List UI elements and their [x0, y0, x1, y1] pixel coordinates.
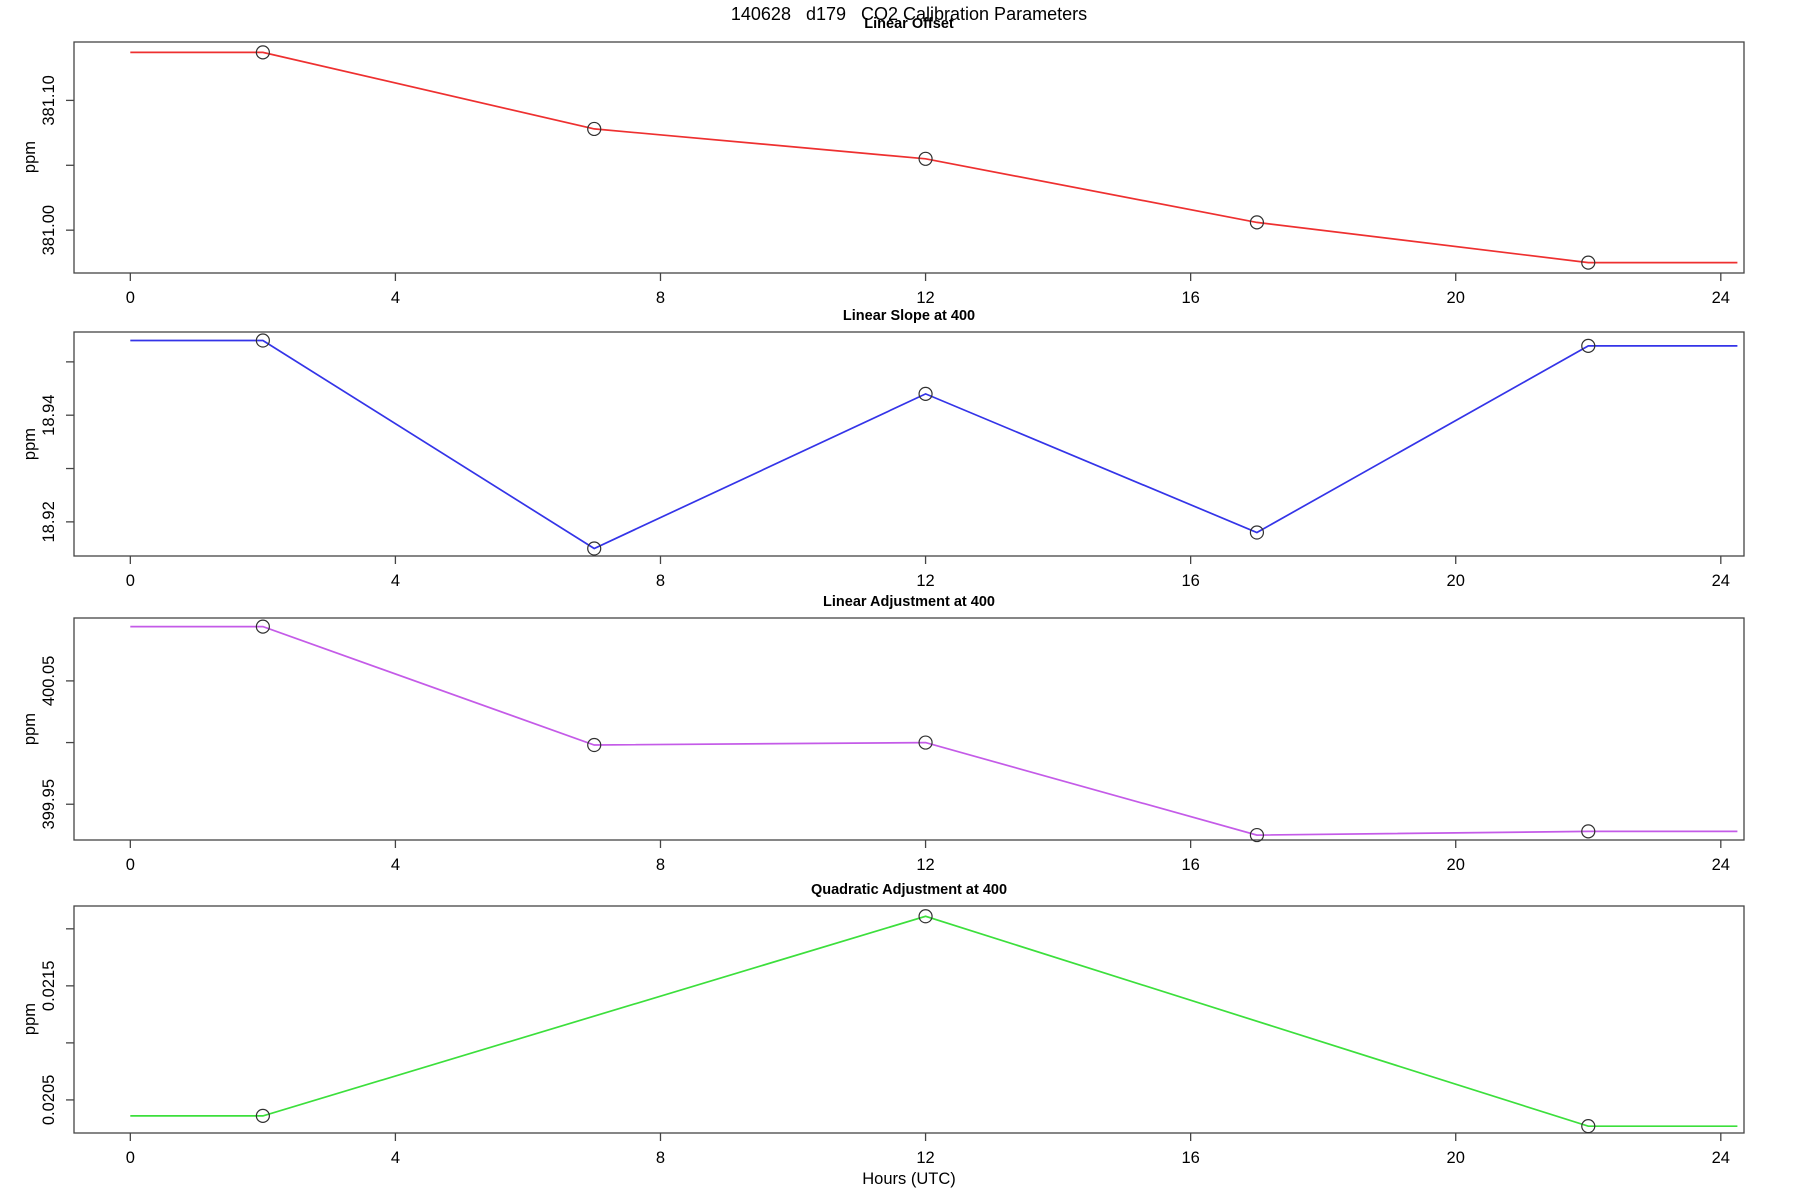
data-point-marker	[1249, 525, 1265, 540]
x-tick-label: 4	[391, 1149, 400, 1167]
x-tick-label: 20	[1447, 289, 1465, 307]
panel-1: 0 4 8 12 16 20 24 381.00 381.10	[40, 41, 1745, 307]
data-point-marker	[1249, 215, 1265, 230]
data-point-marker	[587, 541, 602, 556]
x-tick-label: 8	[656, 572, 665, 590]
x-tick-label: 12	[916, 572, 934, 590]
data-point-marker	[918, 909, 933, 924]
data-line	[130, 51, 1738, 264]
data-point-marker	[587, 737, 602, 753]
data-point-marker	[1581, 824, 1596, 839]
data-point-marker	[1249, 827, 1265, 843]
x-tick-label: 0	[126, 1149, 135, 1167]
data-point-marker	[255, 45, 270, 60]
data-point-marker	[1581, 338, 1596, 353]
x-tick-label: 16	[1181, 856, 1199, 874]
x-tick-label: 8	[656, 856, 665, 874]
panel-border	[73, 617, 1745, 841]
x-tick-label: 24	[1712, 289, 1730, 307]
panel-title-linear-slope: Linear Slope at 400	[842, 308, 976, 324]
x-tick-label: 8	[656, 289, 665, 307]
panel-3: 0 4 8 12 16 20 24 399.95 400.05	[40, 617, 1745, 874]
x-tick-label: 24	[1712, 856, 1730, 874]
panel-title-linear-adjustment: Linear Adjustment at 400	[823, 594, 995, 610]
data-point-marker	[255, 333, 270, 348]
panel-4: 0 4 8 12 16 20 24 0.0205 0.0215	[40, 905, 1745, 1167]
data-point-marker	[918, 151, 933, 166]
x-tick-label: 16	[1181, 289, 1199, 307]
x-tick-label: 20	[1447, 572, 1465, 590]
x-tick-label: 0	[126, 856, 135, 874]
x-tick-label: 16	[1181, 1149, 1199, 1167]
x-tick-label: 12	[916, 289, 934, 307]
x-tick-label: 24	[1712, 1149, 1730, 1167]
x-tick-label: 12	[916, 1149, 934, 1167]
chart-main-title: 140628 d179 CO2 Calibration Parameters	[730, 4, 1088, 24]
y-tick-label: 399.95	[40, 779, 58, 829]
x-tick-label: 0	[126, 572, 135, 590]
panel-border	[73, 41, 1745, 274]
data-point-marker	[1581, 1119, 1596, 1134]
x-tick-label: 4	[391, 289, 400, 307]
x-tick-label: 8	[656, 1149, 665, 1167]
data-line	[130, 915, 1738, 1128]
data-point-marker	[255, 1108, 270, 1123]
data-point-marker	[255, 619, 270, 634]
y-tick-label: 18.94	[40, 395, 58, 436]
panel-border	[73, 331, 1745, 557]
panel-2: 0 4 8 12 16 20 24 18.92 18.94	[40, 331, 1745, 590]
panel-title-linear-offset: Linear Offset	[864, 16, 954, 32]
x-tick-label: 12	[916, 856, 934, 874]
y-tick-label: 381.00	[40, 205, 58, 255]
x-tick-label: 4	[391, 856, 400, 874]
y-tick-label: 18.92	[40, 501, 58, 542]
panel-border	[73, 905, 1745, 1134]
x-tick-label: 0	[126, 289, 135, 307]
y-tick-label: 0.0205	[40, 1075, 58, 1125]
y-tick-label: 381.10	[40, 75, 58, 125]
x-tick-label: 4	[391, 572, 400, 590]
data-point-marker	[587, 121, 602, 137]
x-tick-label: 16	[1181, 572, 1199, 590]
x-tick-label: 20	[1447, 856, 1465, 874]
y-tick-label: 0.0215	[40, 961, 58, 1011]
x-tick-label: 24	[1712, 572, 1730, 590]
data-point-marker	[1581, 255, 1596, 270]
data-point-marker	[918, 386, 933, 401]
data-line	[130, 625, 1738, 836]
x-tick-label: 20	[1447, 1149, 1465, 1167]
panel-title-quadratic-adjustment: Quadratic Adjustment at 400	[810, 882, 1008, 898]
data-point-marker	[918, 735, 933, 750]
data-line	[130, 339, 1738, 550]
y-tick-label: 400.05	[40, 656, 58, 706]
x-axis-label: Hours (UTC)	[862, 1170, 956, 1188]
